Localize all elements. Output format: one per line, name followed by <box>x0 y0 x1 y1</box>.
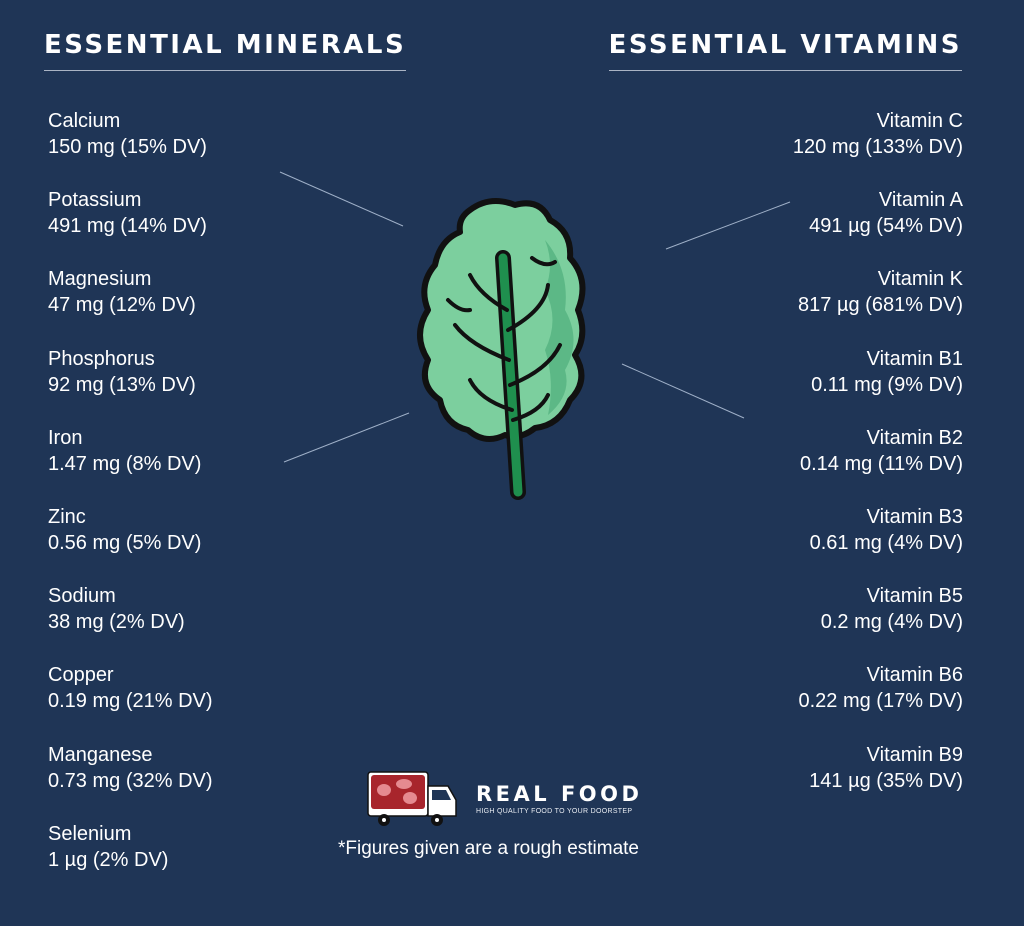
mineral-value: 92 mg (13% DV) <box>48 373 196 396</box>
vitamin-value: 817 µg (681% DV) <box>798 294 963 317</box>
mineral-item: Calcium 150 mg (15% DV) <box>48 108 213 187</box>
vitamin-value: 0.22 mg (17% DV) <box>798 690 963 713</box>
vitamin-value: 0.2 mg (4% DV) <box>820 611 963 634</box>
vitamins-heading: ESSENTIAL VITAMINS <box>608 30 962 71</box>
connector-line <box>665 201 791 250</box>
vitamin-name: Vitamin C <box>876 110 963 132</box>
mineral-value: 1.47 mg (8% DV) <box>48 452 202 475</box>
vitamin-name: Vitamin A <box>878 189 963 212</box>
mineral-value: 0.19 mg (21% DV) <box>48 690 213 713</box>
mineral-value: 491 mg (14% DV) <box>48 215 207 238</box>
vitamin-name: Vitamin B6 <box>866 664 963 687</box>
mineral-item: Zinc 0.56 mg (5% DV) <box>48 504 213 583</box>
mineral-item: Magnesium 47 mg (12% DV) <box>48 266 213 345</box>
vitamin-item: Vitamin B9 141 µg (35% DV) <box>793 742 963 821</box>
vitamin-value: 0.14 mg (11% DV) <box>799 452 963 475</box>
vitamins-list: Vitamin C 120 mg (133% DV) Vitamin A 491 µ… <box>793 108 963 821</box>
vitamin-item: Vitamin B5 0.2 mg (4% DV) <box>793 583 963 662</box>
vitamin-name: Vitamin B9 <box>866 743 963 766</box>
mineral-name: Manganese <box>48 743 153 766</box>
mineral-item: Potassium 491 mg (14% DV) <box>48 187 213 266</box>
mineral-name: Magnesium <box>48 268 152 291</box>
vitamin-value: 120 mg (133% DV) <box>792 136 963 158</box>
connector-lines <box>279 171 791 463</box>
vitamin-name: Vitamin K <box>877 268 963 291</box>
mineral-item: Manganese 0.73 mg (32% DV) <box>48 742 213 821</box>
delivery-truck-icon <box>367 771 457 826</box>
vitamin-item: Vitamin C 120 mg (133% DV) <box>793 108 963 187</box>
kale-leaf-icon <box>417 198 586 500</box>
mineral-name: Iron <box>48 426 83 449</box>
mineral-name: Potassium <box>48 189 142 212</box>
mineral-name: Calcium <box>48 110 121 132</box>
vitamin-item: Vitamin B6 0.22 mg (17% DV) <box>793 662 963 741</box>
mineral-item: Sodium 38 mg (2% DV) <box>48 583 213 662</box>
mineral-name: Phosphorus <box>48 347 155 370</box>
minerals-list: Calcium 150 mg (15% DV) Potassium 491 mg (… <box>48 108 213 900</box>
vitamin-value: 0.11 mg (9% DV) <box>811 373 963 396</box>
mineral-name: Selenium <box>48 822 132 845</box>
mineral-value: 150 mg (15% DV) <box>48 136 207 158</box>
vitamin-value: 0.61 mg (4% DV) <box>809 531 963 554</box>
vitamin-value: 141 µg (35% DV) <box>809 769 963 792</box>
brand-tagline: HIGH QUALITY FOOD TO YOUR DOORSTEP <box>476 808 633 815</box>
footnote: *Figures given are a rough estimate <box>338 838 639 859</box>
mineral-item: Copper 0.19 mg (21% DV) <box>48 662 213 741</box>
mineral-item: Phosphorus 92 mg (13% DV) <box>48 346 213 425</box>
connector-line <box>283 412 410 463</box>
mineral-name: Sodium <box>48 585 116 608</box>
connector-line <box>279 171 404 227</box>
mineral-value: 38 mg (2% DV) <box>48 611 185 634</box>
mineral-item: Selenium 1 µg (2% DV) <box>48 821 213 900</box>
vitamin-item: Vitamin B3 0.61 mg (4% DV) <box>793 504 963 583</box>
vitamin-value: 491 µg (54% DV) <box>809 215 963 238</box>
vitamin-name: Vitamin B3 <box>866 505 963 528</box>
vitamin-name: Vitamin B5 <box>866 585 963 608</box>
mineral-item: Iron 1.47 mg (8% DV) <box>48 425 213 504</box>
vitamin-item: Vitamin K 817 µg (681% DV) <box>793 266 963 345</box>
mineral-value: 0.56 mg (5% DV) <box>48 531 202 554</box>
mineral-value: 47 mg (12% DV) <box>48 294 196 317</box>
vitamin-item: Vitamin B2 0.14 mg (11% DV) <box>793 425 963 504</box>
mineral-value: 1 µg (2% DV) <box>48 848 169 871</box>
mineral-value: 0.73 mg (32% DV) <box>48 769 213 792</box>
vitamin-name: Vitamin B2 <box>866 426 963 449</box>
brand-name: REAL FOOD <box>476 782 643 806</box>
minerals-heading: ESSENTIAL MINERALS <box>44 30 407 71</box>
vitamin-item: Vitamin A 491 µg (54% DV) <box>793 187 963 266</box>
vitamin-name: Vitamin B1 <box>866 347 963 370</box>
mineral-name: Zinc <box>48 505 86 528</box>
vitamin-item: Vitamin B1 0.11 mg (9% DV) <box>793 346 963 425</box>
connector-line <box>621 363 745 419</box>
mineral-name: Copper <box>48 664 114 687</box>
